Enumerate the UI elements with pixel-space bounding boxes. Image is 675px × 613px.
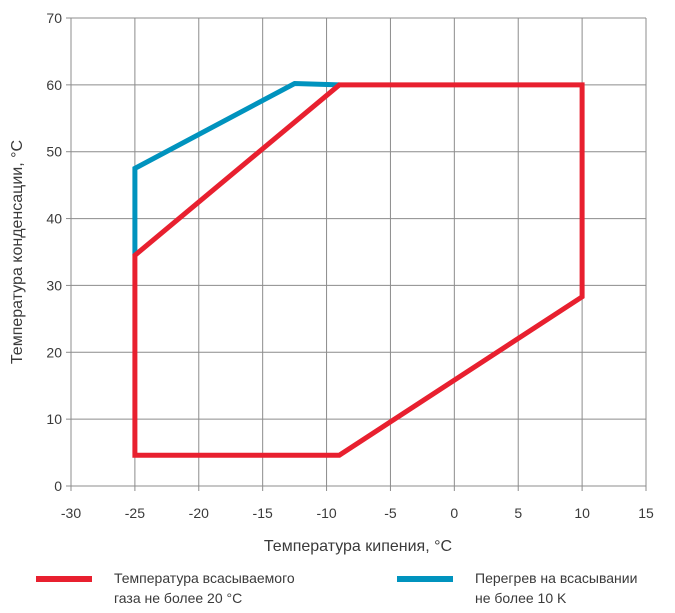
x-tick-label: 15: [638, 505, 654, 521]
y-tick-label: 50: [46, 144, 62, 160]
y-tick-label: 0: [54, 478, 62, 494]
tick-labels: -30 -25 -20 -15 -10 -5 0 5 10 15 0 10 20 30 40 50 60 70: [46, 10, 654, 521]
legend-label-red-line1: Температура всасываемого: [114, 570, 295, 586]
x-tick-label: 10: [574, 505, 590, 521]
legend-label-blue-line1: Перегрев на всасывании: [475, 570, 638, 586]
x-tick-label: -25: [125, 505, 145, 521]
legend-swatch-red: [36, 576, 92, 582]
y-tick-label: 70: [46, 10, 62, 26]
series-group: [132, 80, 585, 458]
axes: [66, 17, 647, 491]
x-axis-title: Температура кипения, °C: [264, 538, 452, 555]
plot-area: [71, 18, 646, 486]
x-tick-label: 0: [450, 505, 458, 521]
y-tick-label: 40: [46, 211, 62, 227]
legend-swatch-blue: [397, 576, 453, 582]
legend-label-red-line2: газа не более 20 °C: [114, 590, 243, 606]
series-line-red: [132, 82, 585, 458]
y-tick-label: 60: [46, 77, 62, 93]
series-line-blue: [132, 80, 340, 256]
y-tick-label: 20: [46, 344, 62, 360]
legend-label-red: Температура всасываемого газа не более 2…: [114, 568, 354, 608]
x-tick-label: -10: [316, 505, 336, 521]
x-tick-label: -15: [253, 505, 273, 521]
y-tick-label: 10: [46, 411, 62, 427]
legend-label-blue-line2: не более 10 K: [475, 590, 567, 606]
y-axis-title: Температура конденсации, °C: [9, 140, 26, 364]
x-tick-label: -5: [384, 505, 397, 521]
x-tick-label: 5: [514, 505, 522, 521]
x-tick-label: -30: [61, 505, 81, 521]
legend-label-blue: Перегрев на всасывании не более 10 K: [475, 568, 675, 608]
x-tick-label: -20: [189, 505, 209, 521]
y-tick-label: 30: [46, 277, 62, 293]
